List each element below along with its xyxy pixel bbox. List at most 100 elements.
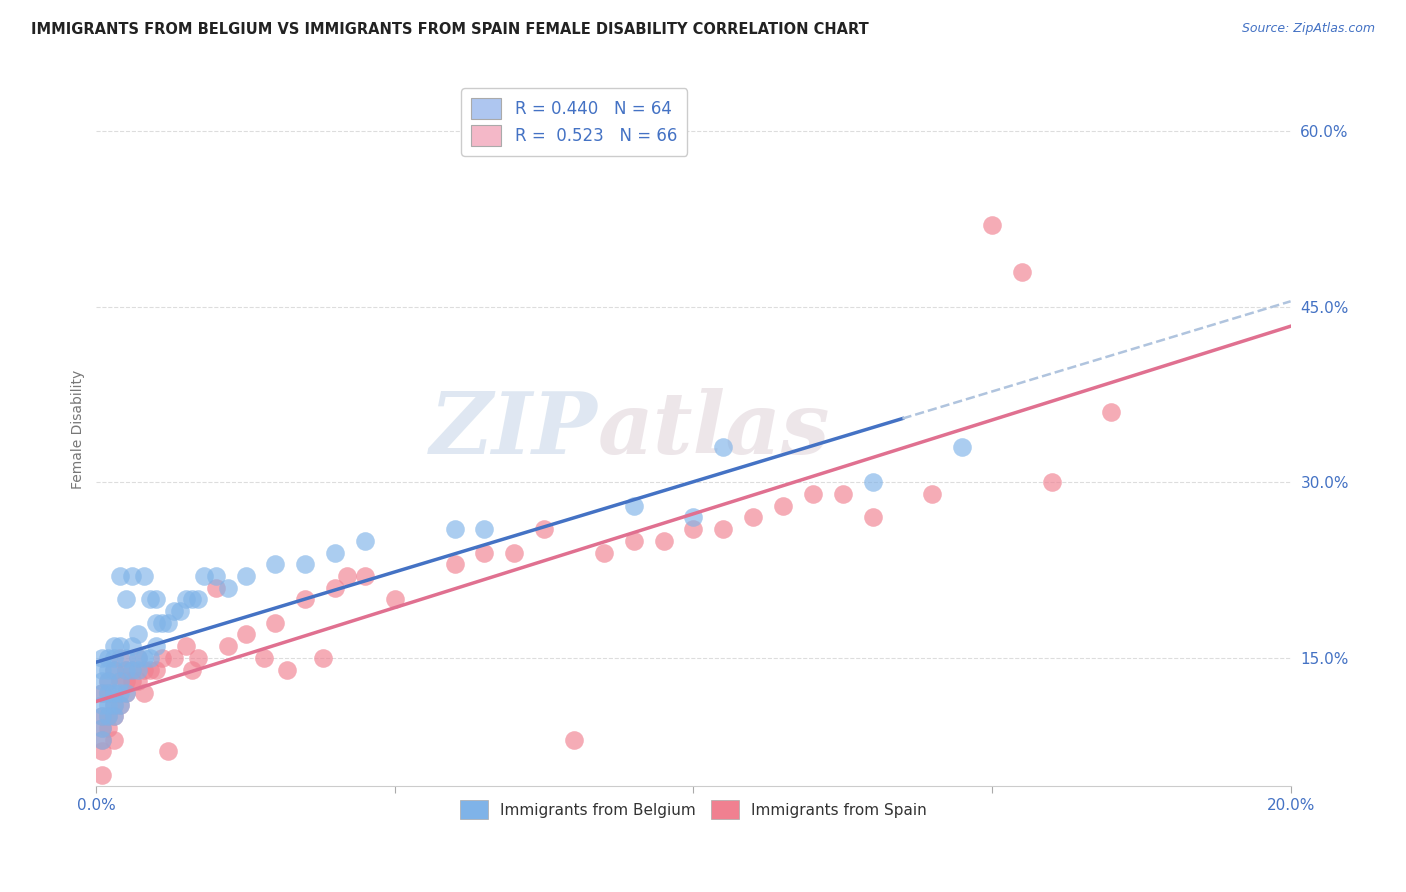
- Point: [121, 663, 143, 677]
- Point: [121, 569, 143, 583]
- Point: [474, 545, 496, 559]
- Point: [163, 604, 186, 618]
- Point: [91, 732, 114, 747]
- Point: [772, 499, 794, 513]
- Text: ZIP: ZIP: [430, 388, 598, 472]
- Point: [91, 674, 114, 689]
- Point: [139, 663, 162, 677]
- Point: [562, 732, 585, 747]
- Point: [115, 663, 138, 677]
- Point: [121, 674, 143, 689]
- Point: [174, 639, 197, 653]
- Point: [354, 569, 377, 583]
- Point: [91, 768, 114, 782]
- Point: [235, 627, 257, 641]
- Point: [652, 533, 675, 548]
- Point: [145, 663, 167, 677]
- Point: [180, 592, 202, 607]
- Point: [682, 510, 704, 524]
- Point: [711, 522, 734, 536]
- Point: [127, 663, 149, 677]
- Point: [950, 440, 973, 454]
- Point: [139, 592, 162, 607]
- Point: [252, 650, 274, 665]
- Point: [103, 663, 125, 677]
- Point: [193, 569, 215, 583]
- Point: [1101, 405, 1123, 419]
- Point: [593, 545, 616, 559]
- Point: [264, 615, 287, 630]
- Point: [354, 533, 377, 548]
- Point: [150, 615, 173, 630]
- Point: [323, 545, 346, 559]
- Point: [103, 639, 125, 653]
- Point: [862, 510, 884, 524]
- Point: [276, 663, 298, 677]
- Point: [623, 533, 645, 548]
- Point: [110, 674, 132, 689]
- Point: [103, 698, 125, 712]
- Point: [156, 615, 179, 630]
- Point: [217, 581, 239, 595]
- Point: [97, 663, 120, 677]
- Text: Source: ZipAtlas.com: Source: ZipAtlas.com: [1241, 22, 1375, 36]
- Point: [204, 569, 226, 583]
- Point: [163, 650, 186, 665]
- Point: [443, 558, 465, 572]
- Point: [91, 686, 114, 700]
- Point: [91, 721, 114, 735]
- Point: [533, 522, 555, 536]
- Point: [217, 639, 239, 653]
- Point: [139, 650, 162, 665]
- Point: [127, 627, 149, 641]
- Point: [264, 558, 287, 572]
- Point: [91, 732, 114, 747]
- Point: [134, 569, 156, 583]
- Point: [711, 440, 734, 454]
- Point: [97, 674, 120, 689]
- Point: [312, 650, 335, 665]
- Point: [127, 650, 149, 665]
- Point: [145, 615, 167, 630]
- Point: [503, 545, 526, 559]
- Point: [97, 674, 120, 689]
- Point: [110, 650, 132, 665]
- Point: [623, 499, 645, 513]
- Point: [97, 698, 120, 712]
- Point: [103, 686, 125, 700]
- Point: [103, 709, 125, 723]
- Point: [134, 686, 156, 700]
- Point: [103, 709, 125, 723]
- Point: [336, 569, 359, 583]
- Point: [474, 522, 496, 536]
- Point: [921, 487, 943, 501]
- Point: [121, 639, 143, 653]
- Point: [1011, 265, 1033, 279]
- Point: [323, 581, 346, 595]
- Point: [110, 639, 132, 653]
- Point: [115, 663, 138, 677]
- Point: [110, 569, 132, 583]
- Point: [801, 487, 824, 501]
- Point: [134, 663, 156, 677]
- Point: [115, 592, 138, 607]
- Point: [1040, 475, 1063, 490]
- Point: [981, 218, 1004, 232]
- Point: [91, 650, 114, 665]
- Point: [145, 639, 167, 653]
- Point: [180, 663, 202, 677]
- Point: [91, 744, 114, 758]
- Text: atlas: atlas: [598, 388, 831, 472]
- Point: [97, 686, 120, 700]
- Point: [187, 650, 209, 665]
- Point: [150, 650, 173, 665]
- Point: [127, 674, 149, 689]
- Point: [115, 674, 138, 689]
- Point: [862, 475, 884, 490]
- Point: [145, 592, 167, 607]
- Text: IMMIGRANTS FROM BELGIUM VS IMMIGRANTS FROM SPAIN FEMALE DISABILITY CORRELATION C: IMMIGRANTS FROM BELGIUM VS IMMIGRANTS FR…: [31, 22, 869, 37]
- Point: [235, 569, 257, 583]
- Point: [97, 721, 120, 735]
- Point: [115, 686, 138, 700]
- Point: [91, 721, 114, 735]
